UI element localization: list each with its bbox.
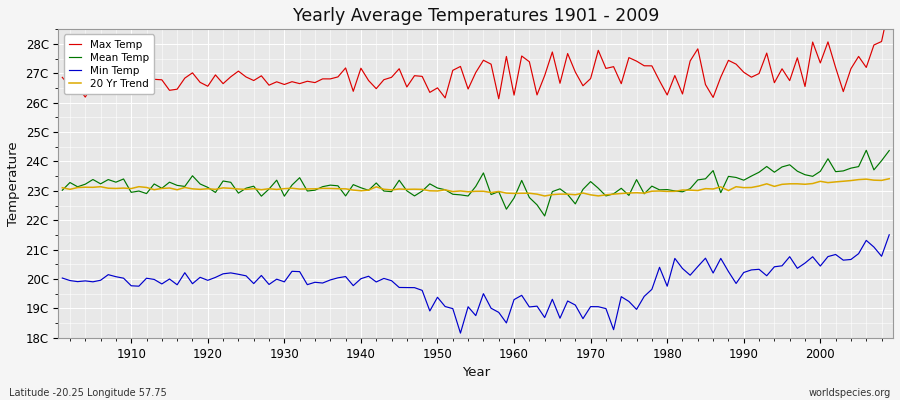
20 Yr Trend [608,192,619,196]
Max Temp [517,54,527,58]
Max Temp [286,79,297,84]
Line: Mean Temp: Mean Temp [62,150,889,216]
Max Temp [508,93,519,98]
20 Yr Trend [508,191,519,196]
Max Temp [493,96,504,101]
Mean Temp [332,183,343,188]
Max Temp [884,3,895,8]
Mean Temp [57,188,68,193]
Max Temp [608,64,619,69]
X-axis label: Year: Year [462,366,490,379]
Max Temp [118,79,129,84]
Max Temp [332,74,343,79]
Line: 20 Yr Trend: 20 Yr Trend [62,179,889,196]
Min Temp [608,327,619,332]
Text: Latitude -20.25 Longitude 57.75: Latitude -20.25 Longitude 57.75 [9,388,166,398]
20 Yr Trend [501,191,512,196]
Max Temp [57,75,68,80]
Text: worldspecies.org: worldspecies.org [809,388,891,398]
Min Temp [884,232,895,237]
20 Yr Trend [539,194,550,198]
Min Temp [57,276,68,280]
20 Yr Trend [884,176,895,181]
Mean Temp [508,196,519,200]
Mean Temp [884,148,895,153]
Min Temp [118,276,129,280]
Line: Max Temp: Max Temp [62,6,889,99]
Mean Temp [118,176,129,181]
Min Temp [455,331,466,336]
20 Yr Trend [286,186,297,191]
20 Yr Trend [57,185,68,190]
20 Yr Trend [118,186,129,190]
Mean Temp [608,192,619,196]
Title: Yearly Average Temperatures 1901 - 2009: Yearly Average Temperatures 1901 - 2009 [292,7,659,25]
Legend: Max Temp, Mean Temp, Min Temp, 20 Yr Trend: Max Temp, Mean Temp, Min Temp, 20 Yr Tre… [64,34,154,94]
20 Yr Trend [332,186,343,191]
Min Temp [332,276,343,280]
Mean Temp [861,148,872,153]
Min Temp [517,293,527,298]
Mean Temp [286,183,297,188]
Y-axis label: Temperature: Temperature [7,141,20,226]
Line: Min Temp: Min Temp [62,235,889,333]
Mean Temp [501,207,512,212]
Mean Temp [539,214,550,218]
Min Temp [286,269,297,274]
Min Temp [508,297,519,302]
